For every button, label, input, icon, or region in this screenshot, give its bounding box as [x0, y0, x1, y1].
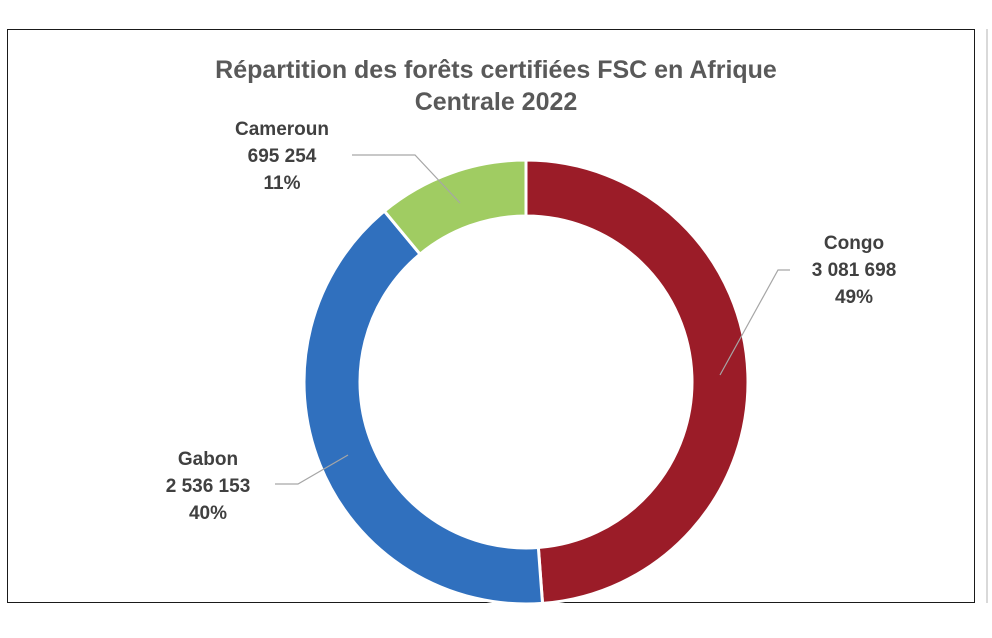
- data-label-cameroun-percent: 11%: [263, 173, 301, 194]
- data-label-congo-value: 3 081 698: [811, 260, 897, 281]
- chart-frame: [7, 29, 975, 603]
- leader-line-cameroun: [352, 154, 461, 204]
- data-label-gabon-percent: 40%: [188, 503, 228, 524]
- donut-slice-gabon: [302, 208, 545, 606]
- chart-title-line-2: Centrale 2022: [414, 88, 578, 116]
- data-label-gabon-value: 2 536 153: [165, 476, 251, 497]
- data-label-congo-percent: 49%: [834, 287, 874, 308]
- data-label-congo: Congo 3 081 698 49%: [789, 230, 919, 311]
- data-label-cameroun-name: Cameroun: [235, 119, 329, 140]
- donut-slice-cameroun: [382, 158, 528, 257]
- chart-title: Répartition des forêts certifiées FSC en…: [0, 54, 992, 118]
- data-label-gabon: Gabon 2 536 153 40%: [143, 446, 273, 527]
- donut-slice-congo: [524, 158, 750, 605]
- chart-title-line-1: Répartition des forêts certifiées FSC en…: [215, 56, 777, 84]
- data-label-cameroun: Cameroun 695 254 11%: [222, 116, 342, 197]
- data-label-cameroun-value: 695 254: [247, 146, 317, 167]
- leader-line-congo: [719, 269, 790, 376]
- leader-line-gabon: [275, 454, 349, 485]
- data-label-gabon-name: Gabon: [177, 449, 239, 470]
- adjacent-panel-edge: [986, 29, 988, 603]
- data-label-congo-name: Congo: [823, 233, 885, 254]
